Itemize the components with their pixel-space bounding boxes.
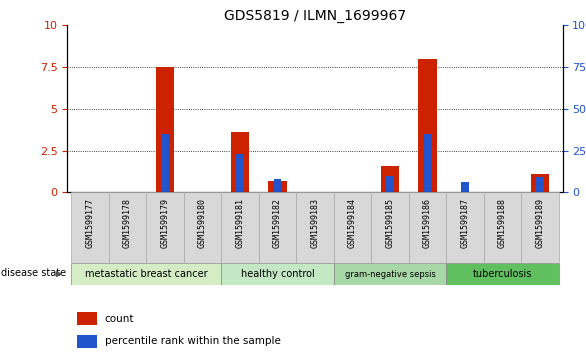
Bar (71, 263, 221, 285)
Bar (274, 179, 281, 192)
Bar (536, 178, 544, 192)
Bar (296, 192, 334, 263)
Bar (77, 312, 97, 325)
Bar (424, 134, 431, 192)
Text: disease state: disease state (1, 268, 66, 278)
Bar (221, 263, 334, 285)
Bar (71, 192, 108, 263)
Text: GSM1599187: GSM1599187 (461, 198, 469, 248)
Title: GDS5819 / ILMN_1699967: GDS5819 / ILMN_1699967 (224, 9, 406, 23)
Text: percentile rank within the sample: percentile rank within the sample (104, 337, 281, 346)
Bar (447, 263, 559, 285)
Bar (386, 176, 394, 192)
Bar (77, 335, 97, 348)
Text: GSM1599188: GSM1599188 (498, 198, 507, 248)
Bar (183, 192, 221, 263)
Text: healthy control: healthy control (241, 269, 314, 279)
Bar (236, 154, 244, 192)
Bar (409, 192, 447, 263)
Bar (447, 192, 484, 263)
Text: GSM1599177: GSM1599177 (86, 198, 94, 248)
Bar (221, 192, 258, 263)
Text: tuberculosis: tuberculosis (473, 269, 532, 279)
Bar (230, 132, 249, 192)
Bar (461, 182, 469, 192)
Bar (531, 174, 550, 192)
Text: count: count (104, 314, 134, 324)
Text: GSM1599181: GSM1599181 (236, 198, 244, 248)
Text: GSM1599189: GSM1599189 (536, 198, 544, 248)
Bar (334, 192, 372, 263)
Bar (268, 181, 287, 192)
Text: GSM1599180: GSM1599180 (198, 198, 207, 248)
Text: GSM1599179: GSM1599179 (161, 198, 169, 248)
Text: GSM1599186: GSM1599186 (423, 198, 432, 248)
Bar (484, 192, 522, 263)
Bar (381, 166, 400, 192)
Bar (372, 192, 409, 263)
Bar (418, 59, 437, 192)
Bar (334, 263, 447, 285)
Bar (522, 192, 559, 263)
Bar (258, 192, 296, 263)
Bar (108, 192, 146, 263)
Bar (146, 192, 183, 263)
Text: GSM1599184: GSM1599184 (348, 198, 357, 248)
Bar (161, 134, 169, 192)
Text: GSM1599178: GSM1599178 (123, 198, 132, 248)
Text: GSM1599183: GSM1599183 (311, 198, 319, 248)
Text: GSM1599182: GSM1599182 (273, 198, 282, 248)
Bar (155, 67, 174, 192)
Text: gram-negative sepsis: gram-negative sepsis (345, 270, 435, 278)
Text: GSM1599185: GSM1599185 (386, 198, 394, 248)
Text: metastatic breast cancer: metastatic breast cancer (85, 269, 207, 279)
